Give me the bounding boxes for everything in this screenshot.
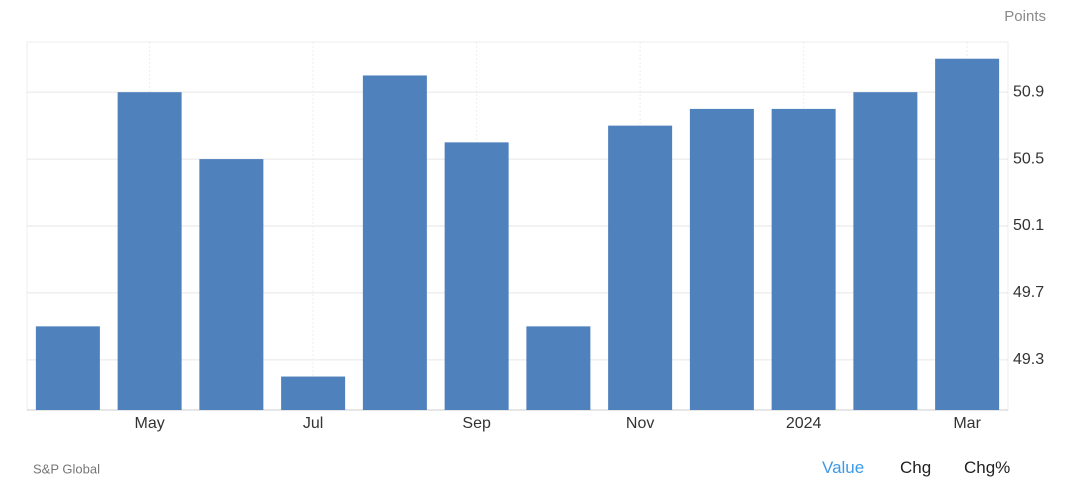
x-tick-label: May xyxy=(135,415,165,432)
bar xyxy=(199,159,264,410)
source: S&P Global xyxy=(33,461,100,476)
y-tick-label: 50.9 xyxy=(1013,83,1044,100)
x-tick-label: Nov xyxy=(626,415,654,432)
y-tick-label: 50.1 xyxy=(1013,217,1044,234)
y-tick-label: 50.5 xyxy=(1013,150,1044,167)
bar xyxy=(935,58,1000,411)
bar xyxy=(771,108,836,410)
value-button[interactable]: Value xyxy=(822,458,865,477)
y-tick-label: 49.3 xyxy=(1013,351,1044,368)
x-tick-label: 2024 xyxy=(786,415,822,432)
bar xyxy=(117,92,182,410)
bar xyxy=(362,75,427,411)
bar xyxy=(853,92,918,410)
y-axis-label: Points xyxy=(1004,8,1046,25)
chg-pct-button[interactable]: Chg% xyxy=(964,458,1011,477)
x-tick-label: Mar xyxy=(953,415,981,432)
bar xyxy=(608,125,673,411)
bar xyxy=(281,376,346,410)
chg-button[interactable]: Chg xyxy=(900,458,932,477)
bar xyxy=(689,108,754,410)
bar xyxy=(35,326,100,410)
y-tick-label: 49.7 xyxy=(1013,284,1044,301)
bar xyxy=(444,142,509,410)
bar xyxy=(526,326,591,410)
x-tick-label: Sep xyxy=(462,415,491,432)
x-tick-label: Jul xyxy=(303,415,323,432)
